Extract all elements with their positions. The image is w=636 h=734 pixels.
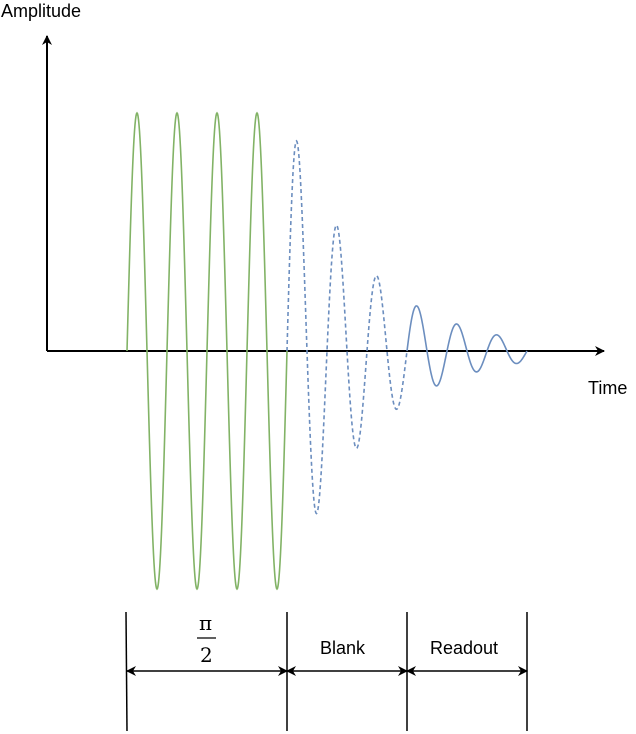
- blank-label: Blank: [320, 638, 366, 658]
- pulse-label-denominator: 2: [200, 643, 213, 667]
- pulse-waveform: [126, 111, 288, 591]
- y-axis-label: Amplitude: [1, 1, 82, 21]
- boundary-pulse-start: [125, 611, 128, 732]
- x-axis-label: Time: [588, 378, 628, 398]
- pulse-label-numerator: π: [199, 611, 213, 635]
- readout-waveform: [406, 305, 528, 387]
- blank-waveform: [286, 139, 408, 515]
- readout-label: Readout: [430, 638, 499, 658]
